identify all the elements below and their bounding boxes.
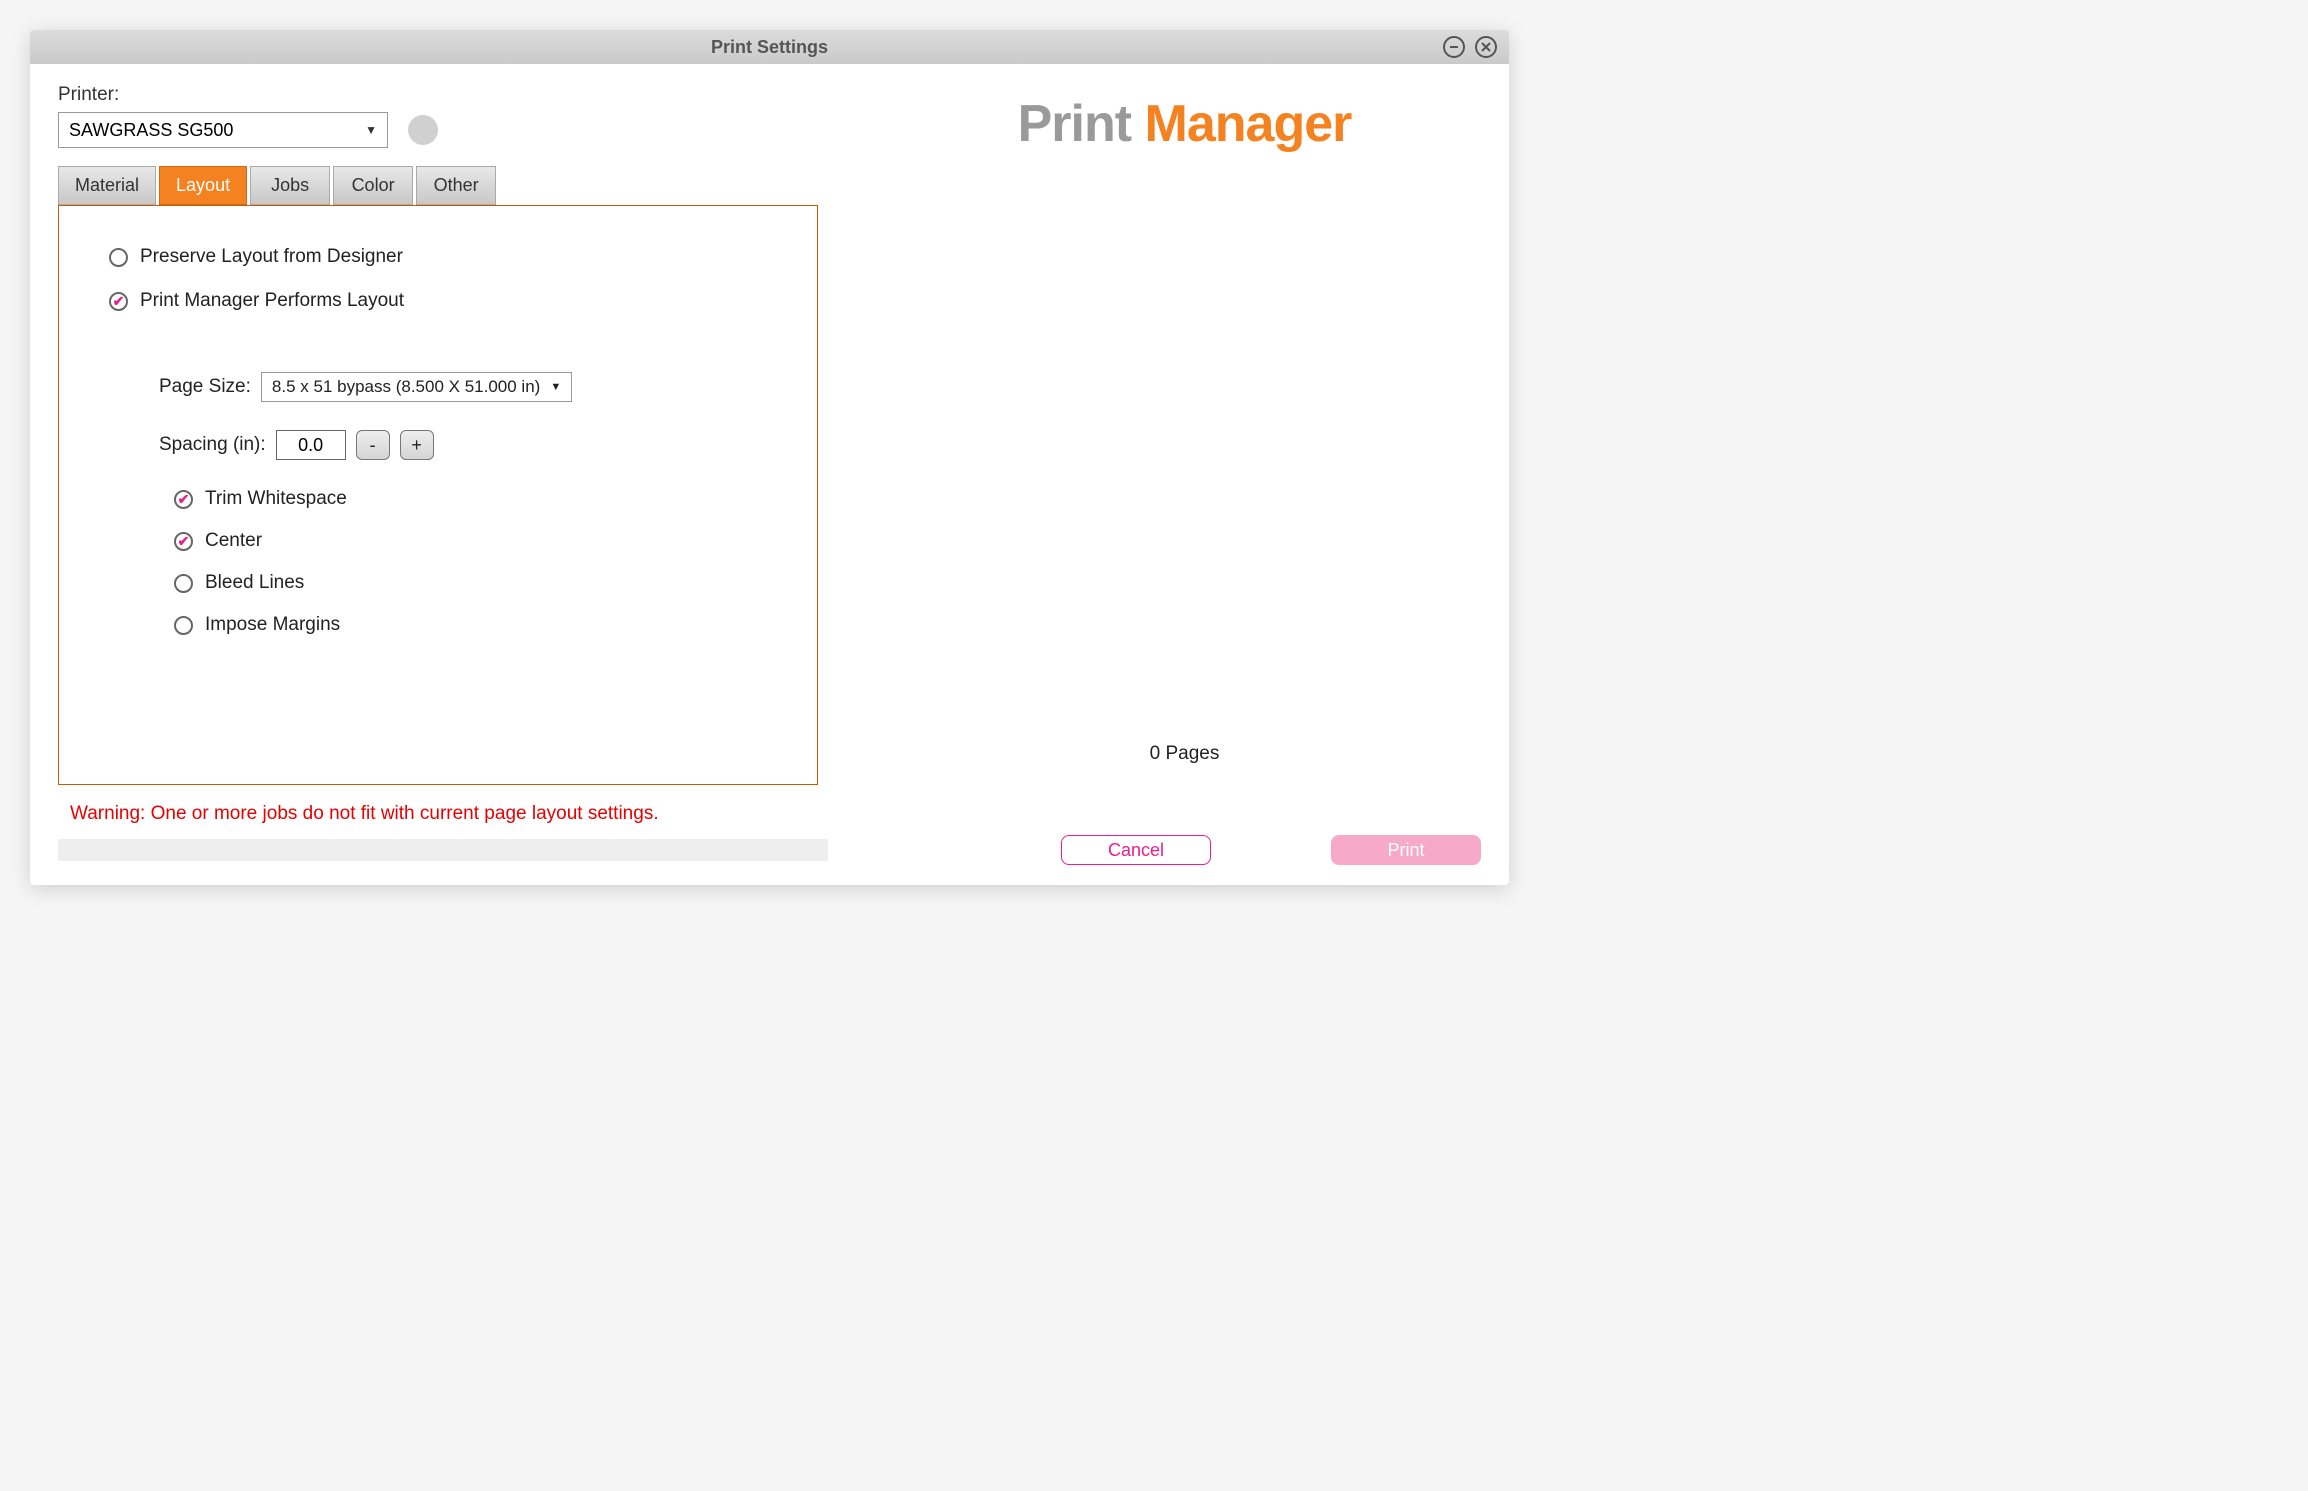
- tabs: Material Layout Jobs Color Other: [58, 166, 858, 205]
- printer-select[interactable]: SAWGRASS SG500 ▼: [58, 112, 388, 148]
- chevron-down-icon: ▼: [365, 123, 377, 137]
- page-size-row: Page Size: 8.5 x 51 bypass (8.500 X 51.0…: [159, 372, 767, 402]
- brand-word-2: Manager: [1145, 95, 1352, 153]
- warning-text: Warning: One or more jobs do not fit wit…: [30, 795, 1509, 831]
- layout-checks: Trim Whitespace Center Bleed Lines: [174, 488, 767, 636]
- page-size-label: Page Size:: [159, 376, 251, 398]
- check-label: Center: [205, 530, 262, 552]
- pages-count-label: 0 Pages: [1150, 743, 1220, 785]
- titlebar: Print Settings: [30, 30, 1509, 64]
- chevron-down-icon: ▼: [550, 381, 561, 393]
- checkbox-icon: [174, 616, 193, 635]
- checkbox-icon: [174, 490, 193, 509]
- check-label: Trim Whitespace: [205, 488, 347, 510]
- titlebar-controls: [1443, 36, 1497, 58]
- tab-layout[interactable]: Layout: [159, 166, 247, 205]
- check-label: Impose Margins: [205, 614, 340, 636]
- check-bleed-lines[interactable]: Bleed Lines: [174, 572, 767, 594]
- window-title: Print Settings: [711, 37, 828, 58]
- printer-selected-value: SAWGRASS SG500: [69, 120, 233, 141]
- spacing-label: Spacing (in):: [159, 434, 266, 456]
- page-size-select[interactable]: 8.5 x 51 bypass (8.500 X 51.000 in) ▼: [261, 372, 572, 402]
- spacing-row: Spacing (in): - +: [159, 430, 767, 460]
- spacing-decrement-button[interactable]: -: [356, 430, 390, 460]
- page-size-value: 8.5 x 51 bypass (8.500 X 51.000 in): [272, 377, 540, 397]
- right-column: Print Manager 0 Pages: [858, 84, 1481, 785]
- progress-bar: [58, 839, 828, 861]
- print-settings-window: Print Settings Printer: SAWGRASS SG500 ▼…: [30, 30, 1509, 885]
- spacing-input[interactable]: [276, 430, 346, 460]
- radio-label: Preserve Layout from Designer: [140, 246, 403, 268]
- tab-jobs[interactable]: Jobs: [250, 166, 330, 205]
- radio-perform-layout[interactable]: Print Manager Performs Layout: [109, 290, 767, 312]
- cancel-button[interactable]: Cancel: [1061, 835, 1211, 865]
- tab-other[interactable]: Other: [416, 166, 496, 205]
- brand-word-1: Print: [1018, 95, 1131, 153]
- tab-panel-layout: Preserve Layout from Designer Print Mana…: [58, 205, 818, 785]
- content-area: Printer: SAWGRASS SG500 ▼ Material Layou…: [30, 64, 1509, 795]
- minimize-icon[interactable]: [1443, 36, 1465, 58]
- close-icon[interactable]: [1475, 36, 1497, 58]
- layout-form: Page Size: 8.5 x 51 bypass (8.500 X 51.0…: [159, 372, 767, 636]
- radio-icon: [109, 248, 128, 267]
- check-center[interactable]: Center: [174, 530, 767, 552]
- footer: Cancel Print: [30, 831, 1509, 885]
- spacing-increment-button[interactable]: +: [400, 430, 434, 460]
- radio-label: Print Manager Performs Layout: [140, 290, 404, 312]
- print-button[interactable]: Print: [1331, 835, 1481, 865]
- check-trim-whitespace[interactable]: Trim Whitespace: [174, 488, 767, 510]
- brand-logo: Print Manager: [1018, 94, 1352, 154]
- check-impose-margins[interactable]: Impose Margins: [174, 614, 767, 636]
- tab-color[interactable]: Color: [333, 166, 413, 205]
- checkbox-icon: [174, 532, 193, 551]
- radio-preserve-layout[interactable]: Preserve Layout from Designer: [109, 246, 767, 268]
- printer-status-icon: [408, 115, 438, 145]
- checkbox-icon: [174, 574, 193, 593]
- left-column: Printer: SAWGRASS SG500 ▼ Material Layou…: [58, 84, 858, 785]
- printer-row: SAWGRASS SG500 ▼: [58, 112, 858, 148]
- printer-label: Printer:: [58, 84, 858, 106]
- tab-material[interactable]: Material: [58, 166, 156, 205]
- check-label: Bleed Lines: [205, 572, 304, 594]
- radio-icon: [109, 292, 128, 311]
